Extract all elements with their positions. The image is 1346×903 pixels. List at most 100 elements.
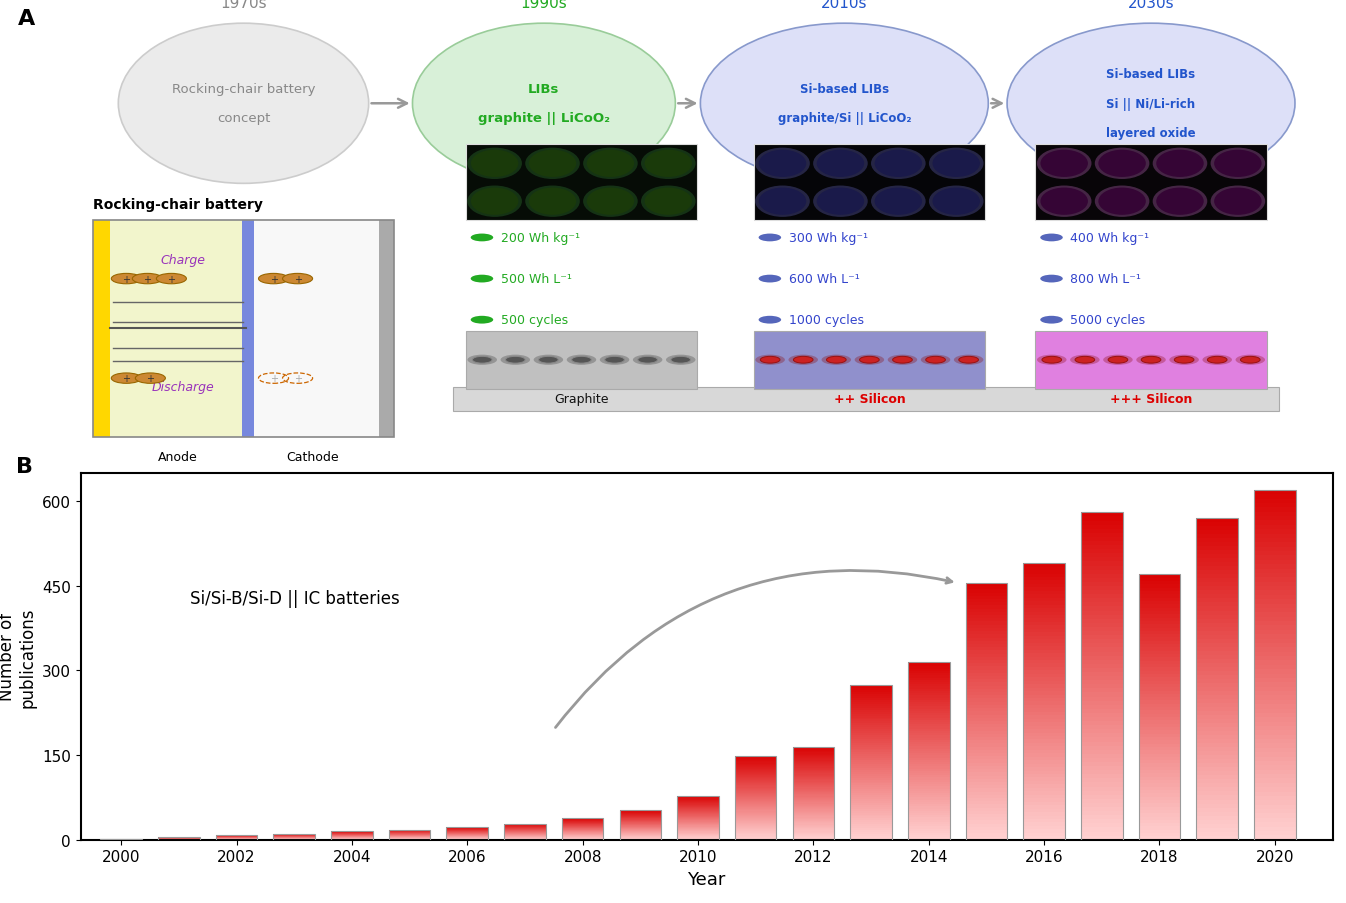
- Bar: [1139, 645, 1180, 647]
- Bar: [793, 762, 835, 763]
- Bar: [735, 797, 777, 798]
- Bar: [157, 838, 199, 840]
- Circle shape: [572, 357, 591, 364]
- Bar: [793, 811, 835, 812]
- Bar: [1197, 703, 1238, 707]
- Bar: [1023, 643, 1065, 647]
- Bar: [1023, 809, 1065, 812]
- Bar: [1081, 578, 1123, 582]
- Bar: [1023, 819, 1065, 823]
- Bar: [1081, 631, 1123, 636]
- Bar: [735, 832, 777, 833]
- Bar: [1023, 768, 1065, 771]
- Bar: [1254, 490, 1296, 840]
- Bar: [1139, 655, 1180, 657]
- Ellipse shape: [1152, 148, 1207, 180]
- Bar: [965, 596, 1007, 600]
- Bar: [1081, 697, 1123, 701]
- Bar: [909, 689, 949, 691]
- Bar: [754, 331, 985, 389]
- Bar: [909, 674, 949, 675]
- Bar: [909, 733, 949, 735]
- Bar: [1197, 804, 1238, 807]
- Circle shape: [604, 357, 625, 364]
- Bar: [735, 794, 777, 795]
- Bar: [851, 684, 892, 686]
- Circle shape: [760, 357, 779, 364]
- Circle shape: [1174, 357, 1194, 364]
- Bar: [1197, 579, 1238, 582]
- Bar: [1254, 582, 1296, 586]
- Bar: [1139, 757, 1180, 760]
- Bar: [1197, 756, 1238, 759]
- Bar: [793, 768, 835, 770]
- Bar: [851, 757, 892, 759]
- Text: 600 Wh L⁻¹: 600 Wh L⁻¹: [789, 273, 859, 285]
- Bar: [1081, 717, 1123, 721]
- Ellipse shape: [759, 151, 806, 178]
- Ellipse shape: [1036, 148, 1092, 180]
- Bar: [1023, 639, 1065, 643]
- Bar: [1023, 798, 1065, 802]
- Bar: [1197, 748, 1238, 751]
- Bar: [1023, 681, 1065, 684]
- Bar: [1197, 771, 1238, 776]
- Bar: [273, 834, 315, 840]
- Bar: [1197, 731, 1238, 735]
- Bar: [1197, 610, 1238, 615]
- Bar: [1023, 588, 1065, 591]
- Ellipse shape: [1152, 186, 1207, 218]
- Circle shape: [759, 275, 781, 284]
- Bar: [1081, 680, 1123, 684]
- Circle shape: [1236, 355, 1265, 366]
- Circle shape: [467, 355, 497, 366]
- Bar: [909, 758, 949, 760]
- Text: +: +: [122, 374, 131, 384]
- Bar: [909, 806, 949, 809]
- Bar: [1081, 656, 1123, 660]
- Bar: [1081, 676, 1123, 680]
- Bar: [1254, 626, 1296, 630]
- Bar: [1197, 679, 1238, 684]
- Ellipse shape: [813, 148, 868, 180]
- Ellipse shape: [1210, 148, 1265, 180]
- Bar: [1023, 647, 1065, 650]
- Bar: [965, 676, 1007, 679]
- Bar: [851, 815, 892, 816]
- Bar: [1081, 628, 1123, 631]
- Bar: [1254, 669, 1296, 674]
- Bar: [793, 813, 835, 815]
- Bar: [242, 221, 254, 437]
- Bar: [1197, 538, 1238, 543]
- Bar: [1081, 749, 1123, 754]
- Bar: [793, 808, 835, 810]
- Bar: [1254, 643, 1296, 647]
- Bar: [735, 767, 777, 768]
- Ellipse shape: [525, 148, 580, 180]
- Bar: [965, 786, 1007, 788]
- Bar: [1254, 529, 1296, 534]
- Bar: [735, 772, 777, 773]
- Bar: [1197, 607, 1238, 610]
- Bar: [1254, 800, 1296, 805]
- Bar: [1023, 667, 1065, 671]
- Bar: [1139, 638, 1180, 641]
- Bar: [1197, 800, 1238, 804]
- Bar: [1023, 595, 1065, 598]
- Bar: [965, 776, 1007, 779]
- Bar: [1139, 701, 1180, 704]
- Bar: [793, 819, 835, 820]
- Ellipse shape: [1040, 189, 1088, 216]
- Bar: [1139, 608, 1180, 611]
- Bar: [1197, 535, 1238, 538]
- Bar: [1139, 770, 1180, 774]
- Circle shape: [755, 355, 785, 366]
- Bar: [1139, 836, 1180, 840]
- Bar: [1197, 623, 1238, 627]
- Bar: [909, 691, 949, 694]
- Bar: [851, 838, 892, 840]
- Bar: [1139, 814, 1180, 816]
- Bar: [1197, 763, 1238, 768]
- Bar: [1139, 625, 1180, 628]
- Circle shape: [1040, 316, 1063, 324]
